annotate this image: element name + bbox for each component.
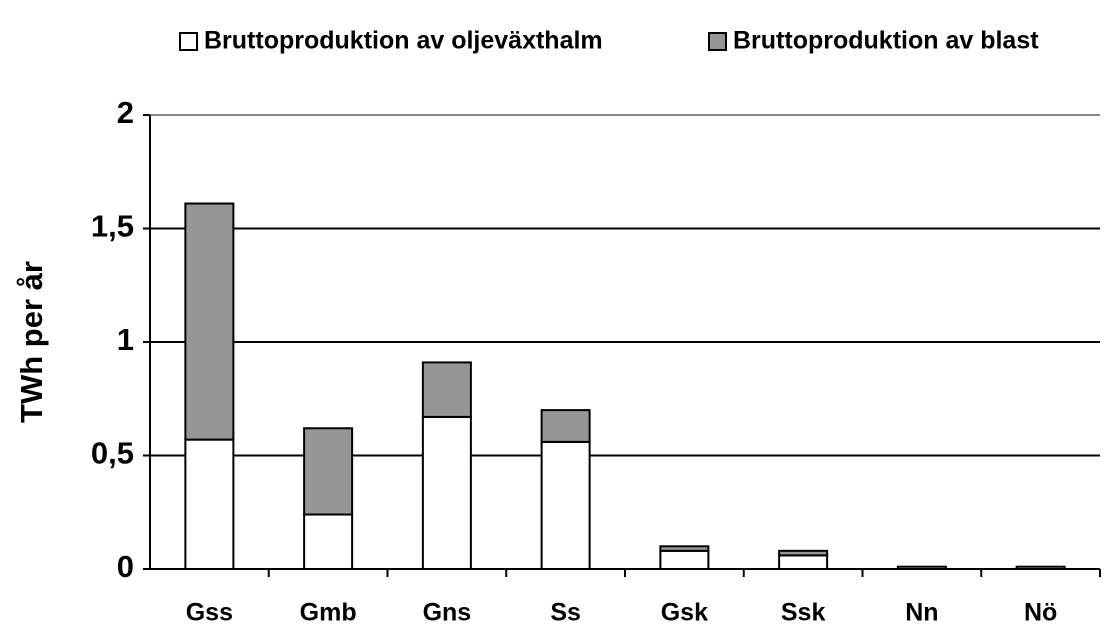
bar-segment [540, 409, 591, 443]
legend-swatch [179, 32, 198, 51]
bar-segment [184, 438, 235, 570]
y-tick-label: 1 [117, 322, 134, 357]
x-tick-label: Gsk [661, 599, 708, 626]
bar-segment [303, 513, 354, 571]
x-tick-label: Nn [905, 599, 938, 626]
bar-segment [778, 554, 829, 571]
bar-segment [659, 549, 710, 571]
y-tick-label: 0,5 [91, 436, 134, 471]
bar-segment [421, 415, 472, 570]
x-tick-label: Ss [550, 599, 581, 626]
bar-segment [303, 427, 354, 516]
x-tick-label: Gss [186, 599, 233, 626]
y-tick-label: 1,5 [91, 209, 134, 244]
bar-segment [778, 549, 829, 557]
x-tick-label: Ssk [781, 599, 826, 626]
x-tick-label: Gmb [300, 599, 357, 626]
bar-segment [659, 545, 710, 552]
bar-segment [421, 361, 472, 418]
bar-segment [540, 440, 591, 571]
legend-label: Bruttoproduktion av oljeväxthalm [204, 27, 603, 55]
y-axis-label: TWh per år [14, 261, 49, 423]
y-tick-label: 0 [117, 549, 134, 584]
bar-segment [184, 202, 235, 441]
y-tick-label: 2 [117, 95, 134, 130]
legend-label: Bruttoproduktion av blast [733, 27, 1039, 55]
x-tick-label: Nö [1024, 599, 1057, 626]
legend-swatch [708, 32, 727, 51]
x-tick-label: Gns [423, 599, 472, 626]
